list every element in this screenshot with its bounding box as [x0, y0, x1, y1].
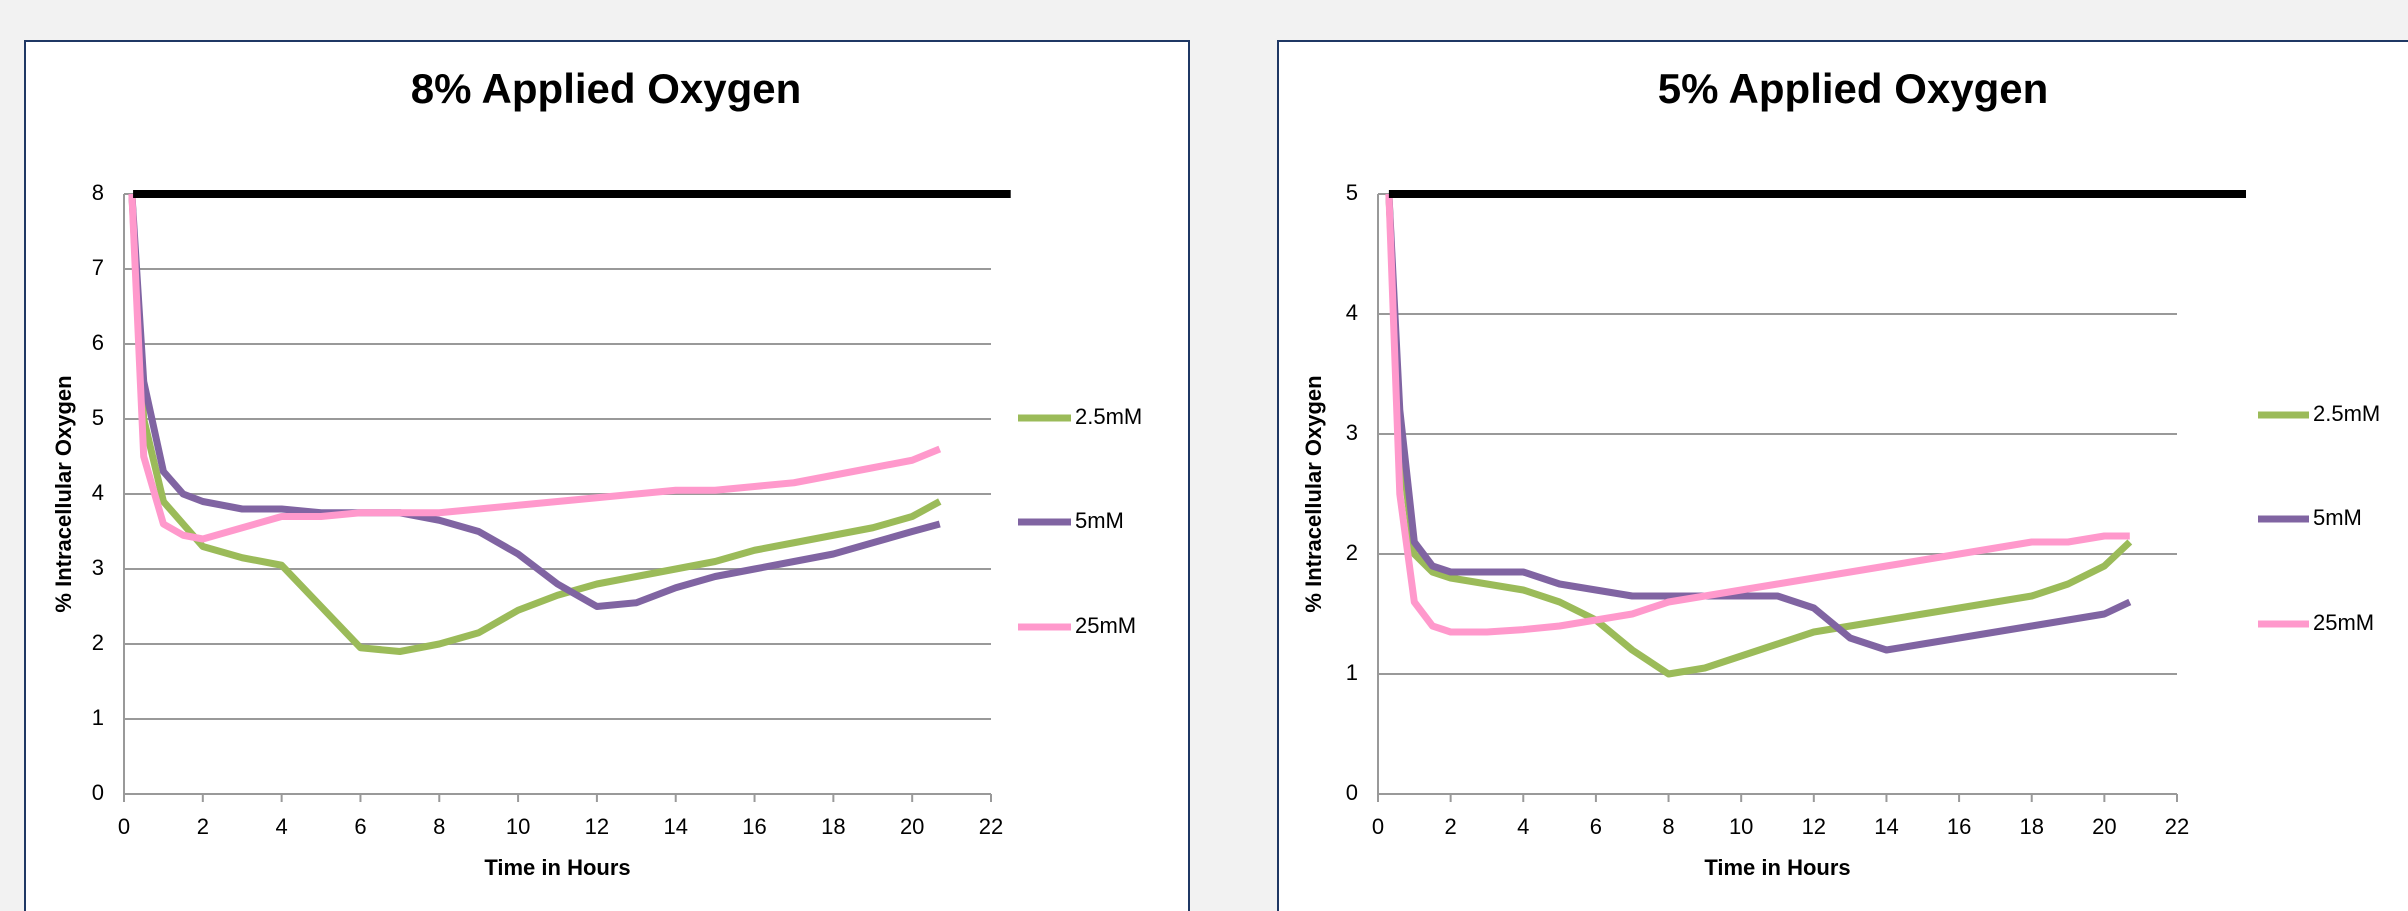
series-line [1385, 193, 2133, 678]
y-tick-label: 0 [1346, 780, 1358, 805]
x-tick-label: 22 [2165, 814, 2189, 839]
series-line [128, 193, 942, 655]
y-tick-label: 0 [92, 780, 104, 805]
y-tick-label: 5 [92, 405, 104, 430]
legend-label: 5mM [1075, 508, 1124, 533]
x-axis-title: Time in Hours [1704, 855, 1850, 880]
y-axis-title: % Intracellular Oxygen [51, 375, 76, 612]
x-tick-label: 18 [821, 814, 845, 839]
y-tick-label: 2 [1346, 540, 1358, 565]
x-tick-label: 22 [979, 814, 1003, 839]
y-tick-label: 7 [92, 255, 104, 280]
x-tick-label: 6 [354, 814, 366, 839]
x-tick-label: 6 [1590, 814, 1602, 839]
y-tick-label: 3 [92, 555, 104, 580]
y-tick-label: 1 [92, 705, 104, 730]
legend-label: 5mM [2313, 505, 2362, 530]
x-tick-label: 20 [900, 814, 924, 839]
x-tick-label: 12 [1802, 814, 1826, 839]
x-tick-label: 8 [1662, 814, 1674, 839]
chart-title: 5% Applied Oxygen [1658, 65, 2049, 112]
x-tick-label: 20 [2092, 814, 2116, 839]
x-tick-label: 14 [663, 814, 687, 839]
x-tick-label: 8 [433, 814, 445, 839]
y-tick-label: 1 [1346, 660, 1358, 685]
y-tick-label: 4 [92, 480, 104, 505]
x-tick-label: 2 [1445, 814, 1457, 839]
x-tick-label: 10 [1729, 814, 1753, 839]
series-line [128, 193, 942, 543]
legend-label: 2.5mM [2313, 401, 2380, 426]
x-tick-label: 14 [1874, 814, 1898, 839]
x-tick-label: 12 [585, 814, 609, 839]
x-tick-label: 16 [742, 814, 766, 839]
x-tick-label: 16 [1947, 814, 1971, 839]
y-tick-label: 8 [92, 180, 104, 205]
x-tick-label: 4 [1517, 814, 1529, 839]
x-tick-label: 4 [276, 814, 288, 839]
x-tick-label: 0 [1372, 814, 1384, 839]
y-tick-label: 6 [92, 330, 104, 355]
y-tick-label: 2 [92, 630, 104, 655]
x-tick-label: 10 [506, 814, 530, 839]
legend-label: 2.5mM [1075, 404, 1142, 429]
series-line [1385, 193, 2130, 636]
x-tick-label: 18 [2019, 814, 2043, 839]
series-line [128, 193, 941, 610]
x-axis-title: Time in Hours [484, 855, 630, 880]
y-tick-label: 5 [1346, 180, 1358, 205]
y-tick-label: 3 [1346, 420, 1358, 445]
legend-label: 25mM [2313, 610, 2374, 635]
x-tick-label: 2 [197, 814, 209, 839]
panel [1277, 40, 2408, 911]
y-axis-title: % Intracellular Oxygen [1301, 375, 1326, 612]
legend-label: 25mM [1075, 613, 1136, 638]
panel [24, 40, 1190, 911]
chart-title: 8% Applied Oxygen [411, 65, 802, 112]
y-tick-label: 4 [1346, 300, 1358, 325]
x-tick-label: 0 [118, 814, 130, 839]
